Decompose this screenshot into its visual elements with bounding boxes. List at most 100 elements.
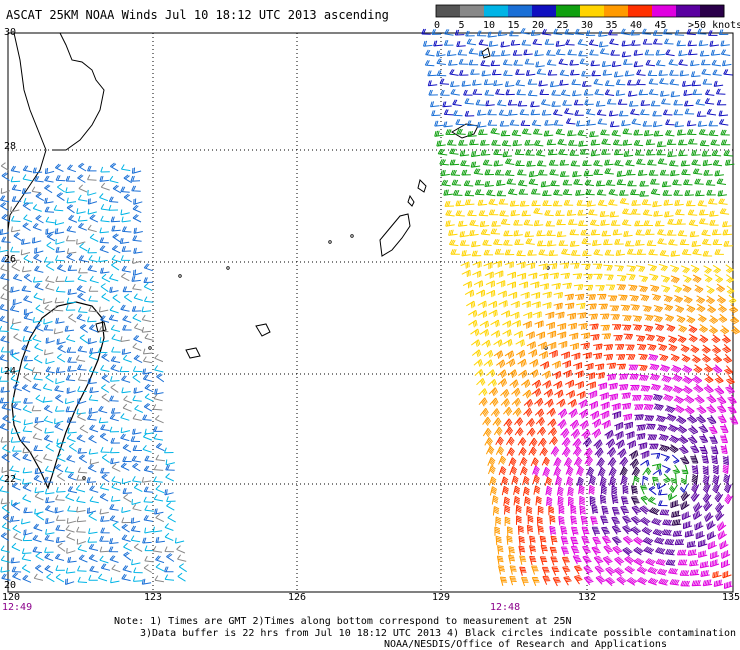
wind-barb (622, 208, 632, 215)
wind-barb (609, 305, 620, 312)
wind-barb (491, 69, 502, 76)
wind-barb (641, 526, 653, 536)
wind-barb (690, 264, 700, 274)
wind-barb (142, 537, 152, 544)
wind-barb (713, 579, 724, 587)
wind-barb (550, 446, 560, 457)
wind-barb (714, 170, 724, 177)
wind-barb (680, 580, 690, 587)
wind-barb (524, 139, 534, 146)
wind-barb (573, 99, 584, 106)
wind-barb (564, 379, 575, 388)
wind-barb (22, 483, 32, 492)
wind-barb (11, 542, 21, 552)
wind-barb (517, 100, 528, 107)
wind-barb (490, 319, 500, 328)
wind-barb (646, 240, 657, 246)
wind-barb (100, 446, 110, 453)
wind-barb (486, 369, 496, 378)
wind-barb (100, 315, 110, 323)
wind-barb (565, 39, 575, 46)
wind-barb (553, 457, 562, 468)
wind-barb (34, 487, 44, 494)
wind-barb (111, 245, 121, 254)
wind-barb (0, 246, 9, 253)
wind-barb (691, 159, 701, 166)
wind-barb (487, 457, 496, 466)
wind-barb (458, 139, 468, 146)
wind-barb (120, 209, 130, 216)
wind-barb (519, 466, 528, 476)
wind-barb (601, 60, 612, 68)
wind-barb (121, 375, 131, 383)
wind-barb (165, 464, 175, 471)
wind-barb (553, 189, 563, 196)
wind-barb (55, 378, 65, 385)
wind-barb (142, 444, 152, 453)
wind-barb (687, 49, 698, 56)
wind-barb (497, 545, 504, 555)
wind-barb (650, 383, 661, 391)
wind-barb (701, 229, 711, 237)
legend-swatch (628, 5, 653, 17)
wind-barb (130, 517, 141, 524)
wind-barb (726, 285, 735, 295)
wind-barb (594, 565, 605, 575)
wind-barb (121, 517, 131, 524)
wind-barb (101, 353, 110, 362)
wind-barb (555, 40, 566, 47)
wind-barb (698, 324, 708, 333)
wind-barb (665, 129, 675, 137)
wind-barb (717, 303, 727, 313)
wind-barb (109, 515, 119, 523)
wind-barb (488, 198, 498, 206)
wind-barb (585, 372, 596, 380)
wind-barb (662, 28, 673, 35)
wind-barb (12, 524, 21, 534)
wind-barb (111, 254, 121, 263)
wind-barb (630, 189, 640, 196)
wind-barb (100, 204, 111, 211)
wind-barb (459, 240, 470, 246)
wind-barb (706, 189, 716, 196)
wind-barb (545, 311, 555, 319)
wind-barb (560, 546, 570, 556)
wind-barb (523, 49, 533, 56)
wind-barb (66, 297, 77, 304)
wind-barb (601, 526, 610, 536)
wind-barb (143, 465, 154, 473)
wind-barb (588, 400, 599, 410)
wind-barb (606, 362, 617, 370)
wind-barb (668, 343, 678, 352)
wind-barb (608, 188, 618, 196)
wind-barb (581, 526, 590, 536)
wind-barb (720, 49, 731, 56)
wind-barb (599, 210, 610, 218)
wind-barb (573, 284, 584, 291)
wind-barb (679, 70, 690, 77)
wind-barb (604, 168, 614, 175)
wind-barb (716, 521, 727, 532)
wind-barb (54, 507, 64, 514)
wind-barb (463, 89, 473, 96)
wind-barb (675, 304, 685, 313)
wind-barb (544, 39, 555, 45)
wind-barb (590, 516, 598, 526)
wind-barb (647, 566, 658, 575)
wind-barb (469, 229, 479, 237)
wind-barb (604, 89, 615, 96)
wind-barb (509, 119, 520, 126)
wind-barb (703, 169, 713, 176)
wind-barb (478, 39, 489, 46)
wind-barb (691, 374, 703, 384)
wind-barb (45, 488, 55, 495)
wind-barb (498, 300, 508, 308)
wind-barb (553, 119, 564, 126)
wind-barb (477, 300, 487, 308)
wind-barb (583, 575, 594, 586)
wind-barb (690, 491, 700, 502)
wind-barb (725, 264, 734, 274)
wind-barb (639, 190, 649, 197)
wind-barb (77, 467, 88, 474)
wind-barb (619, 456, 629, 468)
